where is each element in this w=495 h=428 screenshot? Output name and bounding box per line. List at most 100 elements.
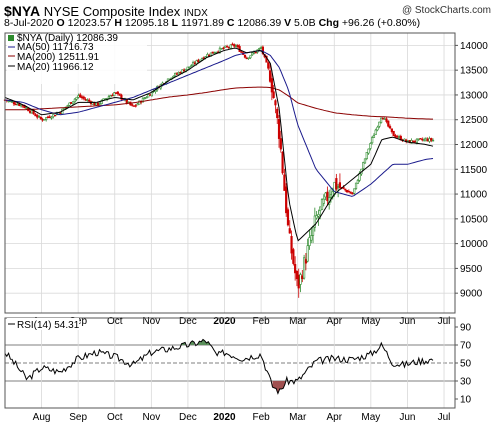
candle [50, 115, 53, 120]
candle-body [286, 209, 290, 226]
change-value: +96.26 (+0.80%) [341, 17, 421, 29]
candle-body [114, 92, 118, 94]
candle-body [75, 96, 78, 100]
candle-body [109, 95, 112, 98]
candle-body [319, 206, 322, 212]
candle [392, 130, 395, 137]
candle [98, 101, 102, 105]
candle-body [145, 97, 148, 99]
candle-body [68, 102, 71, 106]
candle-body [353, 188, 356, 194]
candle [86, 98, 89, 102]
candle-body [36, 115, 39, 118]
ytick-label: 14000 [460, 41, 488, 52]
candle-body [419, 138, 422, 140]
open-value: 12023.57 [67, 17, 112, 29]
candle [292, 247, 295, 266]
candle-body [97, 102, 100, 106]
candle [267, 61, 270, 71]
rsi-xtick-label: Apr [326, 412, 342, 423]
ytick-label: 9000 [460, 289, 483, 300]
candle-body [120, 94, 123, 100]
candle-body [197, 59, 200, 63]
candle [313, 207, 316, 232]
candle [245, 56, 248, 60]
candle-body [206, 54, 209, 58]
candle-body [113, 92, 116, 97]
candle-body [322, 198, 325, 204]
candle-body [274, 100, 277, 106]
ytick-label: 12000 [460, 140, 488, 151]
candle [388, 124, 392, 130]
candle [145, 96, 148, 99]
candle-body [431, 139, 435, 142]
candle [283, 168, 286, 191]
candle [324, 192, 327, 201]
candle-body [141, 97, 145, 103]
chart-title: $NYA NYSE Composite Index INDX [4, 3, 208, 19]
ytick-label: 13500 [460, 66, 488, 77]
rsi-xtick-label: 2020 [213, 412, 236, 423]
candle-body [317, 214, 320, 217]
candle [79, 92, 82, 98]
volume-label: V [284, 17, 292, 29]
rsi-xtick-label: Dec [179, 412, 197, 423]
candle-body [98, 102, 102, 105]
candle [380, 117, 383, 124]
candle-body [367, 148, 370, 154]
candle-body [302, 257, 306, 279]
candle [376, 125, 379, 132]
candle-body [288, 228, 291, 234]
candle-body [412, 140, 415, 143]
candle-body [88, 99, 91, 102]
candle-body [11, 101, 14, 103]
candle-body [292, 249, 295, 264]
candle-body [236, 45, 239, 48]
ohlc-date: 8-Jul-2020 [4, 17, 54, 29]
candle-body [397, 136, 401, 138]
legend: $NYA (Daily) 12086.39 MA(50) 11716.73 MA… [7, 33, 147, 84]
candle-body [37, 116, 41, 118]
candle [120, 93, 123, 102]
xtick-label: Dec [179, 316, 197, 327]
low-label: L [171, 17, 179, 29]
candle [369, 142, 372, 151]
rsi-axis: 10 30 50 70 90 [455, 323, 472, 406]
candle [276, 107, 279, 124]
candle-body [426, 138, 429, 142]
candle-body [30, 110, 33, 114]
candle [43, 119, 46, 121]
candle-body [260, 47, 263, 49]
xtick-label: Oct [107, 316, 123, 327]
candle-body [245, 57, 248, 60]
candle-body [351, 192, 354, 195]
candle-body [251, 52, 254, 56]
candle-body [186, 66, 189, 70]
candle [270, 70, 273, 101]
candle-body [179, 71, 182, 74]
candle-body [111, 94, 114, 97]
candle [175, 72, 179, 75]
candle [243, 54, 247, 59]
candle [258, 47, 261, 51]
candle-body [392, 130, 395, 137]
rsi-legend-label: RSI(14) 54.31 [17, 320, 80, 331]
rsi-ytick-label: 50 [460, 359, 472, 370]
rsi-legend: RSI(14) 54.31 [7, 318, 80, 331]
candle [299, 272, 302, 293]
candle-body [39, 116, 42, 120]
candle [247, 57, 250, 60]
candle [277, 114, 281, 148]
candle-body [354, 182, 358, 189]
candle [311, 225, 315, 244]
candle [182, 68, 186, 72]
candle-body [388, 126, 392, 129]
candle-body [276, 108, 279, 119]
candle [335, 173, 338, 191]
candle-body [191, 62, 195, 66]
candle [211, 51, 214, 54]
brand-label[interactable]: @ StockCharts.com [401, 5, 491, 16]
candle [220, 47, 223, 50]
candle-body [304, 259, 307, 264]
